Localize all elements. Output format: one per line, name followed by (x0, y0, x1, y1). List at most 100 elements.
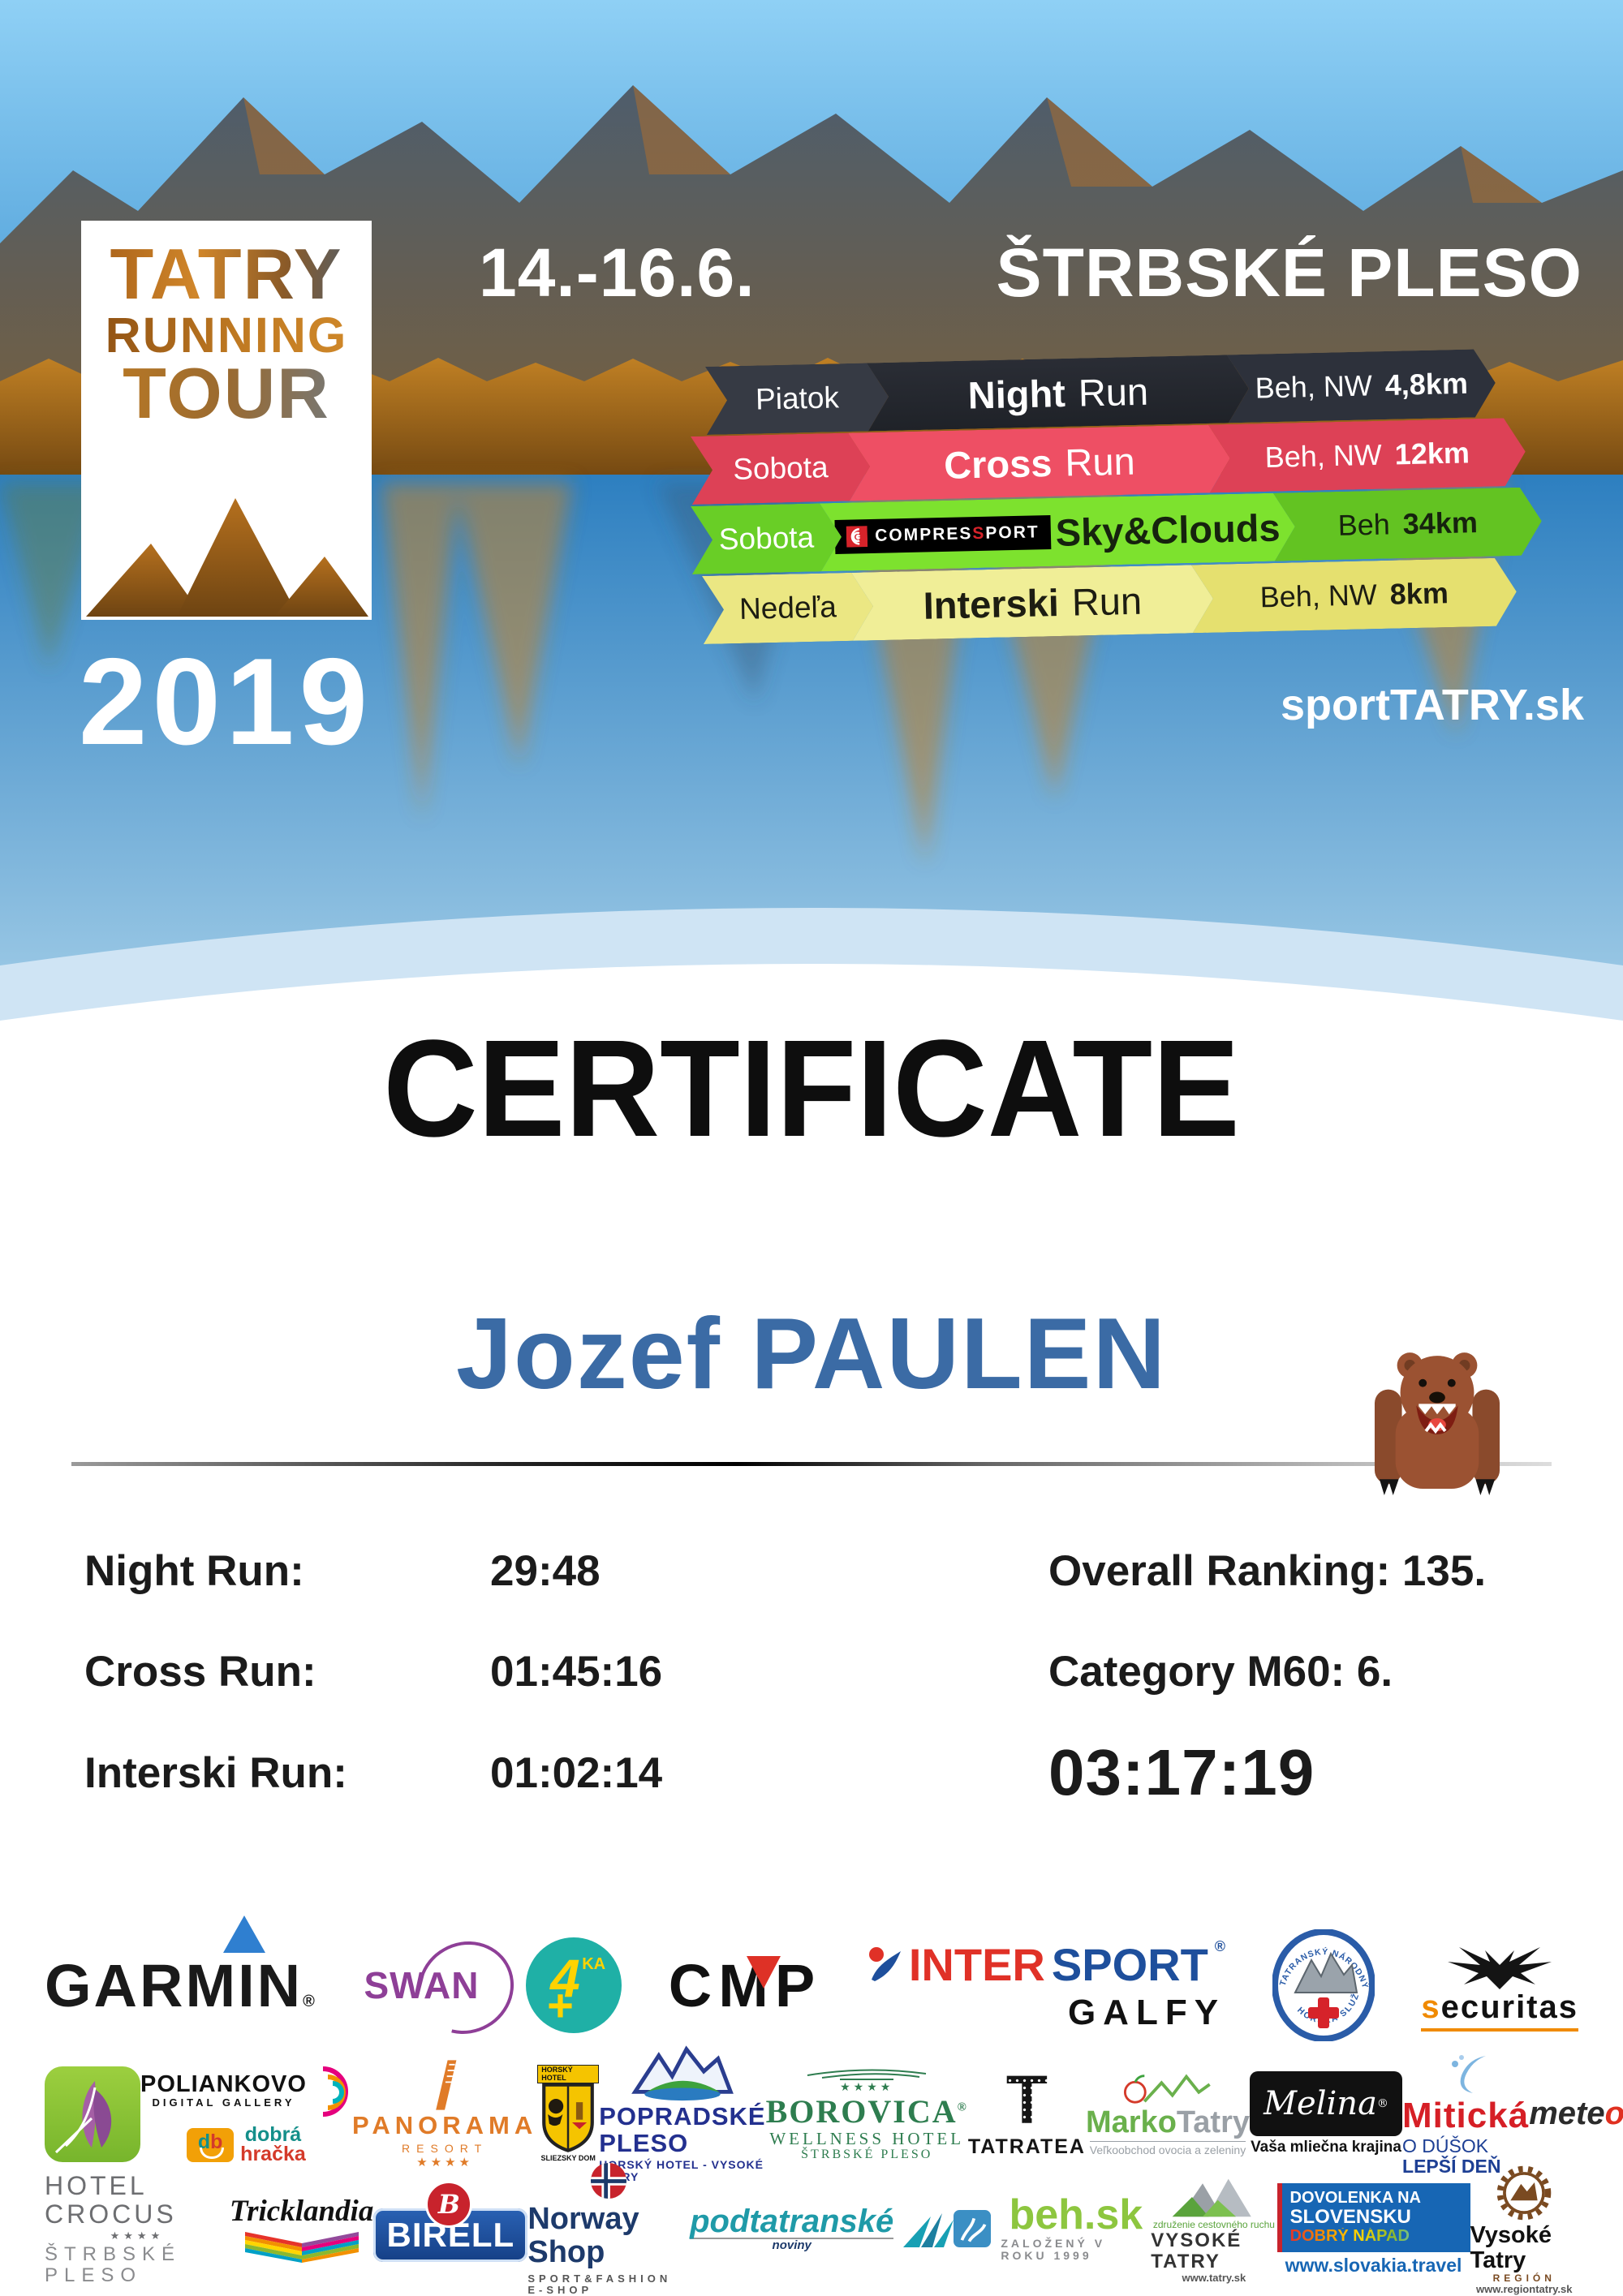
smile-icon (200, 2147, 225, 2159)
logo-year: 2019 (78, 633, 373, 771)
fan-icon (903, 2212, 954, 2247)
hotel-crocus-flower-icon (45, 2066, 140, 2162)
norway-shop-logo: Norway Shop SPORT&FASHION E-SHOP (527, 2162, 690, 2295)
garmin-triangle-icon (222, 1915, 265, 1953)
galfy-logo: GALFY (1067, 1992, 1226, 2032)
melina-logo: Melina ® Vaša mliečna krajina (1250, 2071, 1403, 2156)
result-value: 01:45:16 (490, 1648, 663, 1696)
result-label: Cross Run: (84, 1648, 316, 1696)
compressport-logo: COMPRESSPORT (835, 515, 1051, 554)
result-label: Interski Run: (84, 1748, 347, 1797)
total-time: 03:17:19 (1048, 1735, 1315, 1808)
popradske-pleso-logo: POPRADSKÉ PLESO HORSKÝ HOTEL - VYSOKÉ TA… (599, 2044, 765, 2183)
cmp-logo: CMP (668, 1951, 822, 2019)
cmp-triangle-icon (746, 1955, 781, 1989)
chip-text: PORT (985, 522, 1040, 543)
race-name-bold: Night (967, 371, 1066, 417)
birell-b-icon: B (425, 2180, 473, 2228)
meteo-sk-logo: meteo°sk (1529, 2096, 1623, 2131)
tanap-mountain-rescue-badge: TATRANSKÝ NÁRODNÝ PARK HORSKÁ SLUŽBA (1272, 1929, 1375, 2041)
borovica-hotel-logo: ★★★★ BOROVICA® WELLNESS HOTEL ŠTRBSKÉ PL… (766, 2066, 968, 2161)
race-day: Sobota (732, 450, 829, 486)
securitas-logo: securitas (1421, 1939, 1578, 2032)
race-distance: 34km (1402, 505, 1479, 541)
sponsor-logos: GARMIN® SWAN 4 KA + CMP INTER SPORT ® GALFY … (0, 1915, 1623, 2295)
race-name-bold: Sky&Clouds (1055, 505, 1281, 554)
logo-mountains-icon (86, 498, 368, 617)
hotel-crocus-logo: HOTEL CROCUS ★★★★ ŠTRBSKÉ PLESO (45, 2171, 182, 2287)
vysoke-tatry-region-logo: Vysoké Tatry REGIÓN www.regiontatry.sk (1470, 2163, 1578, 2296)
norway-flag-icon (591, 2163, 627, 2199)
result-label: Night Run: (84, 1547, 304, 1595)
race-banner-sky-clouds: Sobota COMPRESSPORT Sky&Clouds Beh 34km (691, 487, 1543, 574)
poliankovo-logo: POLIANKOVO DIGITAL GALLERY db dobrá hračka (140, 2064, 352, 2165)
borovica-swoosh-icon (807, 2069, 927, 2079)
panorama-tower-icon (436, 2060, 457, 2110)
race-detail: Beh, NW (1255, 368, 1373, 405)
race-day: Sobota (718, 520, 815, 557)
logo-word-tour: TOUR (81, 358, 372, 429)
compressport-icon (846, 526, 868, 548)
poliankovo-arcs-icon (322, 2066, 348, 2117)
marko-tatry-logo: MarkoTatry Veľkoobchod ovocia a zeleniny (1086, 2070, 1250, 2156)
faceted-mountains-icon (1172, 2178, 1251, 2217)
garmin-logo: GARMIN® (45, 1915, 317, 2020)
dobra-hracka-logo: db dobrá hračka (187, 2124, 306, 2165)
event-place: ŠTRBSKÉ PLESO (996, 234, 1582, 311)
website-url: sportTATRY.sk (1280, 681, 1584, 729)
category-ranking: Category M60: 6. (1048, 1648, 1393, 1696)
securitas-eagle-icon (1448, 1947, 1552, 1989)
vysoke-tatry-association-logo: združenie cestovného ruchu VYSOKÉ TATRY … (1151, 2174, 1276, 2284)
logo-word-tatry: TATRY (81, 239, 372, 310)
race-detail: Beh, NW (1259, 578, 1378, 614)
race-detail: Beh, NW (1264, 437, 1383, 474)
beh-sk-logo: beh.sk ZALOŽENÝ V ROKU 1999 (954, 2194, 1151, 2262)
race-detail: Beh (1337, 507, 1391, 542)
birell-logo: B BIRELL (373, 2180, 528, 2262)
bear-mascot-icon (1374, 1352, 1500, 1495)
intersport-galfy-logo: INTER SPORT ® GALFY (868, 1938, 1225, 2033)
4ka-logo: 4 KA + (526, 1937, 622, 2033)
result-value: 01:02:14 (490, 1748, 663, 1797)
intersport-icon (868, 1947, 901, 1981)
race-name-bold: Cross (943, 441, 1053, 487)
race-distance: 4,8km (1384, 366, 1469, 402)
podtatranske-noviny-logo: podtatranské noviny (690, 2205, 954, 2252)
ranking-block: Overall Ranking: 135. Category M60: 6. 0… (1048, 1547, 1487, 1808)
race-day: Nedeľa (738, 590, 837, 626)
water-splash-icon (1452, 2054, 1487, 2093)
race-name-rest: Run (1064, 439, 1136, 484)
chip-red-s: S (972, 523, 986, 544)
race-distance: 12km (1394, 436, 1470, 471)
marko-apple-icon (1123, 2074, 1211, 2105)
tatry-running-tour-logo: TATRY RUNNING TOUR (81, 221, 372, 620)
sponsor-row-2: POLIANKOVO DIGITAL GALLERY db dobrá hračka… (0, 2045, 1623, 2183)
result-value: 29:48 (490, 1547, 601, 1595)
results-table: Night Run: 29:48 Cross Run: 01:45:16 Int… (84, 1547, 663, 1797)
race-name-bold: Interski (923, 580, 1060, 627)
race-day: Piatok (755, 381, 840, 416)
miticka-logo: Mitická O DÚŠOK LEPŠÍ DEŇ (1402, 2051, 1529, 2177)
panorama-resort-logo: PANORAMA RESORT ★★★★ (352, 2058, 537, 2169)
swan-ring-icon (401, 1924, 532, 2052)
popradske-mountain-icon (631, 2045, 734, 2101)
race-name-rest: Run (1071, 578, 1143, 624)
certificate-heading: CERTIFICATE (383, 1012, 1240, 1166)
swan-logo: SWAN (364, 1924, 532, 2052)
rainbow-ribbon-icon (244, 2232, 359, 2264)
dovolenka-na-slovensku-logo: DOVOLENKA NA SLOVENSKU DOBRÝ NÁPAD www.s… (1276, 2182, 1470, 2276)
sponsor-row-1: GARMIN® SWAN 4 KA + CMP INTER SPORT ® GALFY … (0, 1915, 1623, 2052)
event-title: 14.-16.6. ŠTRBSKÉ PLESO (479, 234, 1582, 312)
sliezsky-dom-crest: HORSKÝ HOTEL SLIEZSKY DOM (537, 2064, 600, 2163)
event-date: 14.-16.6. (479, 234, 756, 311)
sponsor-row-3: HOTEL CROCUS ★★★★ ŠTRBSKÉ PLESO Tricklan… (0, 2163, 1623, 2295)
race-name-rest: Run (1078, 369, 1149, 415)
logo-word-running: RUNNING (81, 310, 372, 359)
sun-mountain-emblem-icon (1496, 2165, 1552, 2221)
divider-line (71, 1462, 1552, 1466)
runner-legs-icon (954, 2210, 992, 2248)
tatratea-logo: T TATRATEA (967, 2062, 1086, 2158)
participant-name: Jozef PAULEN (455, 1298, 1167, 1410)
overall-ranking: Overall Ranking: 135. (1048, 1547, 1487, 1595)
